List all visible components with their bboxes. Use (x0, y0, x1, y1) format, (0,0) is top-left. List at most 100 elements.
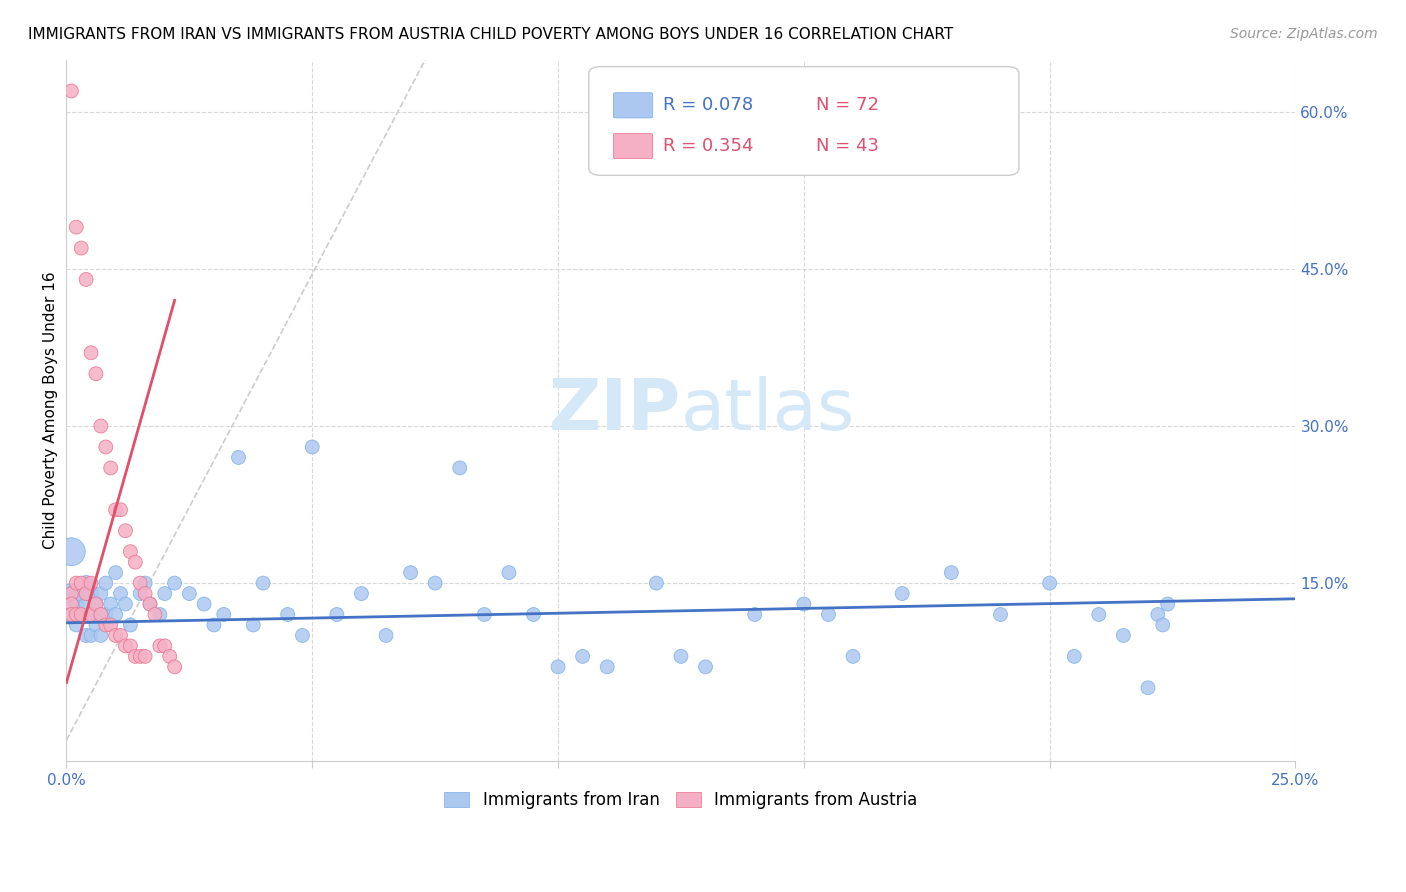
Point (80, 628, 103, 642)
Point (80, 345, 103, 359)
Point (75, 597, 97, 611)
Point (242, 618, 264, 632)
Point (75, 628, 97, 642)
Point (153, 586, 176, 600)
Point (645, 576, 668, 591)
Text: IMMIGRANTS FROM IRAN VS IMMIGRANTS FROM AUSTRIA CHILD POVERTY AMONG BOYS UNDER 1: IMMIGRANTS FROM IRAN VS IMMIGRANTS FROM … (28, 27, 953, 42)
Point (163, 576, 186, 591)
Point (547, 660, 569, 674)
Point (1146, 607, 1168, 622)
Point (120, 544, 142, 558)
Point (134, 586, 156, 600)
Point (134, 576, 156, 591)
Point (90, 586, 112, 600)
Point (90, 419, 112, 434)
Point (110, 503, 132, 517)
Point (350, 586, 373, 600)
Point (114, 524, 136, 538)
Point (228, 450, 250, 465)
Text: ZIP: ZIP (548, 376, 681, 445)
Point (114, 597, 136, 611)
Point (65, 618, 87, 632)
Point (842, 649, 865, 664)
Point (301, 440, 323, 454)
Point (326, 607, 349, 622)
Point (129, 649, 152, 664)
Point (990, 607, 1012, 622)
FancyBboxPatch shape (589, 67, 1019, 176)
Point (94, 607, 117, 622)
FancyBboxPatch shape (613, 93, 652, 118)
Point (100, 461, 122, 475)
Point (375, 628, 398, 642)
Point (129, 576, 152, 591)
Point (100, 597, 122, 611)
Point (70, 607, 93, 622)
Point (80, 607, 103, 622)
Point (80, 576, 103, 591)
Point (139, 597, 162, 611)
Point (472, 607, 495, 622)
Point (80, 607, 103, 622)
Point (399, 566, 422, 580)
Point (149, 639, 172, 653)
Text: atlas: atlas (681, 376, 855, 445)
Point (110, 628, 132, 642)
Point (100, 618, 122, 632)
Point (94, 440, 117, 454)
Text: R = 0.078: R = 0.078 (662, 96, 752, 114)
Point (65, 586, 87, 600)
Point (84, 597, 107, 611)
Point (163, 660, 186, 674)
Point (1039, 576, 1062, 591)
Point (90, 607, 112, 622)
Legend: Immigrants from Iran, Immigrants from Austria: Immigrants from Iran, Immigrants from Au… (437, 785, 924, 816)
FancyBboxPatch shape (613, 134, 652, 159)
Point (104, 566, 127, 580)
Point (65, 576, 87, 591)
Point (104, 628, 127, 642)
Point (60, 84, 83, 98)
Point (744, 607, 766, 622)
Point (75, 272, 97, 286)
Point (129, 586, 152, 600)
Point (90, 628, 112, 642)
Text: Source: ZipAtlas.com: Source: ZipAtlas.com (1230, 27, 1378, 41)
Point (94, 618, 117, 632)
Point (94, 576, 117, 591)
Point (193, 597, 215, 611)
Point (1136, 681, 1159, 695)
Point (124, 649, 146, 664)
Point (1112, 628, 1135, 642)
Point (695, 660, 717, 674)
Point (149, 607, 172, 622)
Point (143, 607, 166, 622)
Point (159, 649, 181, 664)
Point (60, 586, 83, 600)
Y-axis label: Child Poverty Among Boys Under 16: Child Poverty Among Boys Under 16 (44, 271, 58, 549)
Point (60, 586, 83, 600)
Point (139, 597, 162, 611)
Point (291, 628, 314, 642)
Point (75, 576, 97, 591)
Text: R = 0.354: R = 0.354 (662, 137, 754, 155)
Point (110, 586, 132, 600)
Point (669, 649, 692, 664)
Point (252, 576, 274, 591)
Point (522, 607, 544, 622)
Point (65, 220, 87, 235)
Point (124, 555, 146, 569)
Point (596, 660, 619, 674)
Point (891, 586, 914, 600)
Point (65, 597, 87, 611)
Point (104, 503, 127, 517)
Point (60, 544, 83, 558)
Point (84, 367, 107, 381)
Point (153, 639, 176, 653)
Point (84, 597, 107, 611)
Point (449, 461, 471, 475)
Point (571, 649, 593, 664)
Point (84, 618, 107, 632)
Point (793, 597, 815, 611)
Point (60, 607, 83, 622)
